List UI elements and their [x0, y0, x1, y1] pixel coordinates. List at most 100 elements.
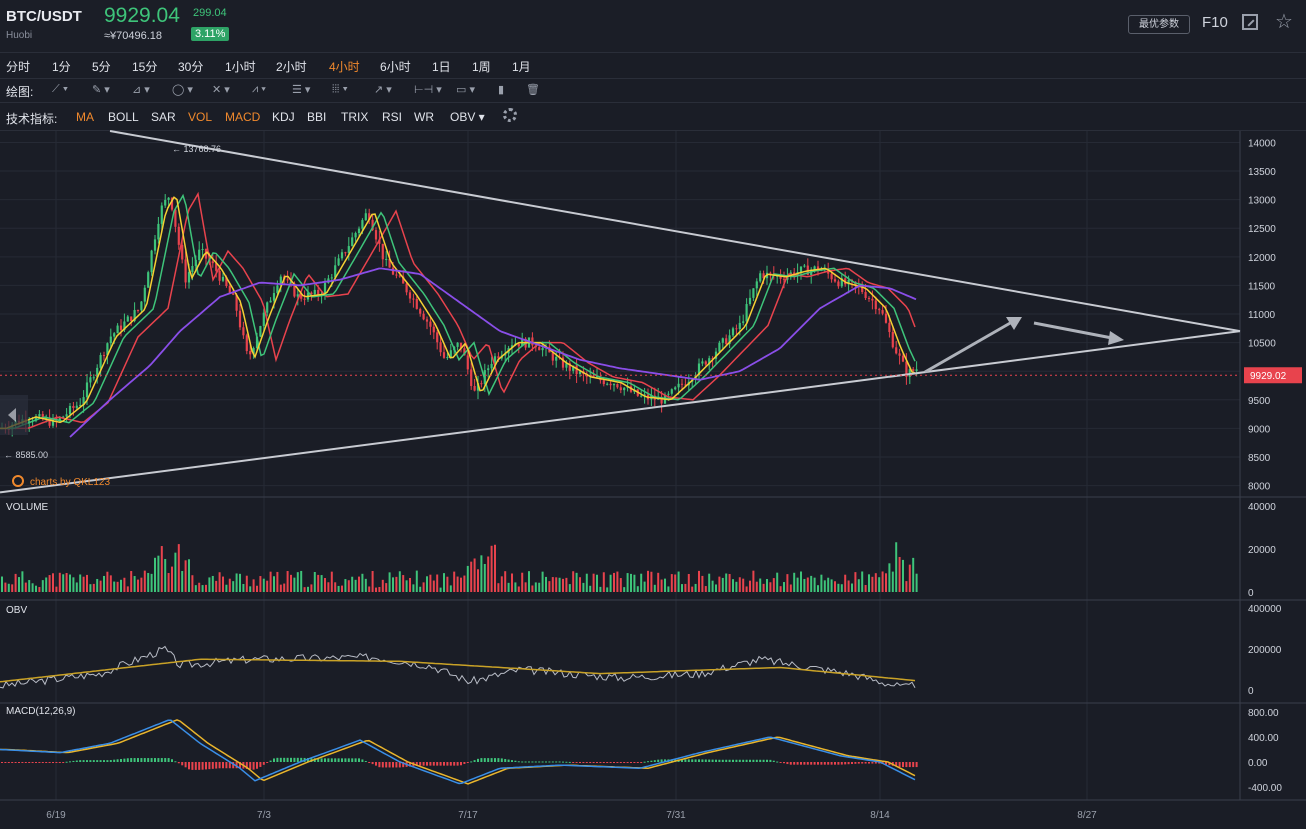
- volume-bar: [817, 585, 819, 592]
- macd-y-tick: 400.00: [1248, 733, 1279, 744]
- volume-bar: [681, 584, 683, 592]
- grid-tool-icon[interactable]: ⦙⦙⦙ ▾: [332, 83, 348, 95]
- y-tick-label: 14000: [1248, 138, 1276, 149]
- candle-body: [551, 352, 554, 361]
- indicator-kdj[interactable]: KDJ: [272, 110, 295, 124]
- measure-tool-icon[interactable]: ⊢⊣ ▾: [414, 84, 442, 96]
- scroll-left-handle[interactable]: [0, 395, 28, 435]
- interval-4[interactable]: 30分: [178, 60, 204, 74]
- macd-histogram-bar: [198, 762, 201, 770]
- volume-bar: [4, 582, 7, 592]
- macd-histogram-bar: [759, 759, 762, 762]
- macd-histogram-bar: [599, 762, 602, 763]
- interval-7[interactable]: 4小时: [329, 60, 360, 74]
- gear-icon[interactable]: [503, 108, 517, 122]
- candle-body: [106, 343, 109, 356]
- candle-body: [677, 383, 680, 388]
- arrow-tool-icon[interactable]: ↗ ▾: [374, 84, 392, 96]
- indicator-boll[interactable]: BOLL: [108, 110, 139, 124]
- candle-body: [619, 387, 622, 391]
- volume-bar: [140, 577, 143, 592]
- macd-histogram-bar: [477, 758, 479, 762]
- volume-bar: [786, 574, 789, 592]
- fib-tool-icon[interactable]: ☰ ▾: [292, 84, 311, 96]
- indicator-rsi[interactable]: RSI: [382, 110, 403, 124]
- macd-histogram-bar: [296, 757, 299, 762]
- interval-11[interactable]: 1月: [512, 60, 531, 74]
- interval-6[interactable]: 2小时: [276, 60, 307, 74]
- indicator-macd[interactable]: MACD: [225, 110, 261, 124]
- macd-histogram-bar: [766, 759, 768, 762]
- circle-tool-icon[interactable]: ◯ ▾: [172, 84, 193, 96]
- macd-histogram-bar: [494, 758, 496, 762]
- volume-bar: [487, 556, 490, 592]
- optimal-params-button[interactable]: 最优参数: [1128, 15, 1190, 34]
- interval-5[interactable]: 1小时: [225, 60, 256, 74]
- volume-bar: [541, 571, 544, 592]
- volume-bar: [701, 575, 704, 592]
- macd-histogram-bar: [888, 762, 891, 766]
- macd-histogram-bar: [14, 762, 17, 763]
- low-label: ← 8585.00: [4, 450, 48, 460]
- indicator-trix[interactable]: TRIX: [341, 110, 369, 124]
- volume-bar: [881, 571, 884, 592]
- volume-bar: [409, 577, 411, 592]
- indicator-ma[interactable]: MA: [76, 110, 94, 124]
- pair-title[interactable]: BTC/USDT: [6, 8, 82, 25]
- macd-title: MACD(12,26,9): [6, 706, 75, 717]
- volume-bar: [317, 574, 320, 592]
- indicator-wr[interactable]: WR: [414, 110, 434, 124]
- cross-tool-icon[interactable]: ✕ ▾: [212, 84, 230, 96]
- indicator-sar[interactable]: SAR: [151, 110, 176, 124]
- macd-histogram-bar: [446, 762, 449, 766]
- expand-icon[interactable]: [1242, 14, 1258, 30]
- candle-body: [215, 263, 218, 271]
- y-tick-label: 11000: [1248, 310, 1276, 321]
- interval-1[interactable]: 1分: [52, 60, 71, 74]
- volume-bar: [266, 580, 269, 592]
- candle-body: [762, 273, 765, 279]
- volume-bar: [368, 586, 371, 592]
- macd-histogram-bar: [364, 760, 367, 762]
- pen-tool-icon[interactable]: ✎ ▾: [92, 84, 110, 96]
- macd-histogram-bar: [41, 762, 44, 763]
- ray-tool-icon[interactable]: ⊿ ▾: [132, 84, 150, 96]
- volume-bar: [504, 571, 507, 592]
- macd-histogram-bar: [868, 762, 870, 764]
- volume-bar: [106, 571, 109, 592]
- macd-histogram-bar: [222, 762, 224, 769]
- interval-3[interactable]: 15分: [132, 60, 158, 74]
- macd-histogram-bar: [769, 759, 772, 762]
- volume-bar: [392, 577, 394, 592]
- interval-9[interactable]: 1日: [432, 60, 451, 74]
- indicator-obv[interactable]: OBV ▾: [450, 110, 485, 124]
- trash-icon[interactable]: 🗑: [526, 84, 540, 96]
- candle-body: [174, 209, 177, 227]
- interval-8[interactable]: 6小时: [380, 60, 411, 74]
- macd-histogram-bar: [31, 762, 34, 763]
- volume-bar: [915, 573, 918, 592]
- candle-body: [143, 287, 146, 302]
- macd-histogram-bar: [643, 761, 646, 763]
- indicator-bbi[interactable]: BBI: [307, 110, 327, 124]
- macd-histogram-bar: [65, 761, 68, 763]
- macd-histogram-bar: [395, 762, 398, 768]
- macd-histogram-bar: [11, 762, 14, 763]
- interval-0[interactable]: 分时: [6, 60, 31, 74]
- macd-histogram-bar: [449, 762, 452, 766]
- interval-10[interactable]: 1周: [472, 60, 491, 74]
- pattern-tool-icon[interactable]: ⩘ ▾: [252, 83, 266, 95]
- star-icon[interactable]: ☆: [1275, 11, 1293, 33]
- comment-tool-icon[interactable]: ▭ ▾: [456, 84, 475, 96]
- macd-histogram-bar: [191, 762, 194, 770]
- chart-tool-icon[interactable]: ▮: [498, 84, 505, 96]
- line-tool-icon[interactable]: ⟋ ▾: [52, 83, 69, 95]
- volume-bar: [181, 571, 184, 592]
- interval-2[interactable]: 5分: [92, 60, 111, 74]
- indicator-vol[interactable]: VOL: [188, 110, 213, 124]
- macd-histogram-bar: [38, 762, 41, 763]
- f10-button[interactable]: F10: [1202, 14, 1228, 31]
- candle-body: [541, 348, 544, 351]
- macd-histogram-bar: [167, 758, 170, 762]
